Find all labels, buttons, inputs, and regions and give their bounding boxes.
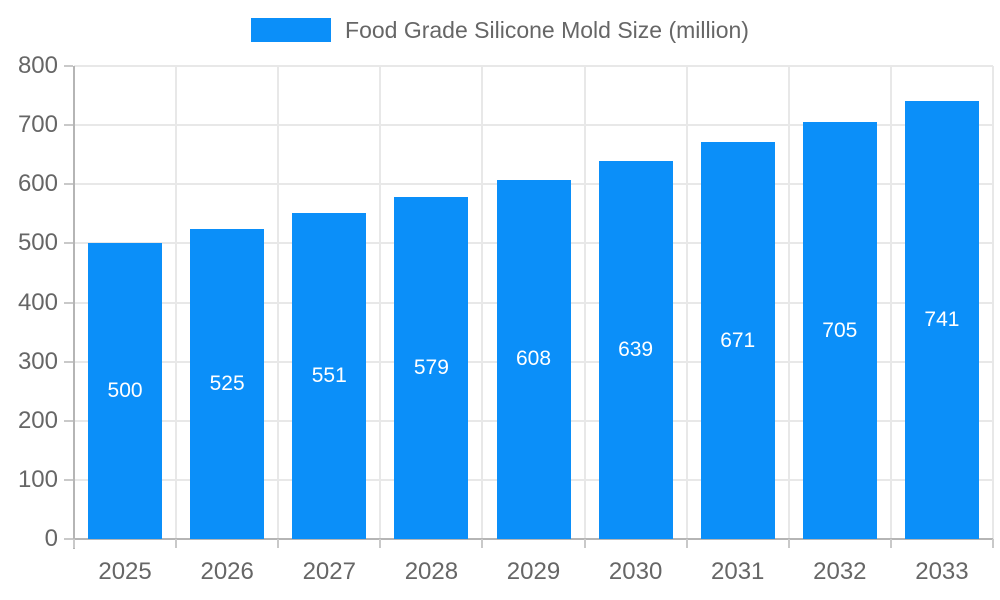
bar-2031 [700,142,775,539]
legend: Food Grade Silicone Mold Size (million) [0,14,1000,46]
bar-value-label: 705 [822,318,858,342]
bar-value-label: 608 [515,347,552,371]
gridline-vertical [685,66,688,539]
x-axis-tick [787,539,790,548]
y-axis-tick [64,65,73,67]
x-axis-tick [379,539,382,548]
y-tick-label: 600 [17,170,58,198]
x-axis-tick [175,539,178,548]
y-axis-tick [64,360,73,363]
bar-2027 [292,213,367,539]
gridline-vertical [277,66,280,539]
x-tick-label: 2031 [711,558,765,585]
x-tick-label: 2026 [200,558,254,585]
bar-2030 [598,161,673,539]
gridline-vertical [481,66,484,539]
bar-value-label: 639 [618,338,654,362]
y-axis-tick [64,301,73,304]
y-axis-tick [64,242,73,245]
bar-value-label: 741 [924,307,960,331]
bar-2026 [190,228,265,539]
x-axis-tick [583,539,586,548]
bar-value-label: 551 [311,364,347,388]
legend-label[interactable]: Food Grade Silicone Mold Size (million) [345,16,749,43]
x-axis-tick [73,539,75,548]
x-axis-line [74,538,993,540]
x-tick-label: 2028 [404,558,459,585]
y-axis-line [73,66,75,549]
y-axis-tick [64,538,73,540]
bar-value-label: 500 [107,379,143,403]
gridline-vertical [787,66,790,539]
y-axis-tick [64,183,73,186]
y-axis-tick [64,124,73,127]
y-tick-label: 700 [17,111,58,139]
y-axis-tick [64,419,73,422]
x-axis-tick [992,539,994,548]
y-tick-label: 500 [17,229,58,257]
y-tick-label: 200 [17,406,58,434]
y-tick-label: 100 [17,465,58,493]
legend-swatch[interactable] [251,18,332,42]
x-tick-label: 2027 [302,558,356,585]
x-axis-tick [889,539,892,548]
y-axis-tick [64,478,73,481]
x-axis-tick [481,539,484,548]
x-tick-label: 2033 [915,558,969,585]
y-tick-label: 0 [44,525,58,552]
gridline-vertical [992,66,994,539]
y-tick-label: 400 [17,288,58,316]
bar-value-label: 579 [413,355,449,379]
x-tick-label: 2032 [813,558,867,585]
bar-2028 [394,196,469,539]
gridline-horizontal [74,124,993,127]
x-tick-label: 2029 [506,558,561,585]
bar-value-label: 671 [720,328,756,352]
x-tick-label: 2030 [608,558,663,585]
gridline-horizontal [74,65,993,67]
gridline-vertical [175,66,178,539]
bar-2025 [88,243,163,539]
bar-2033 [904,100,979,539]
x-axis-tick [685,539,688,548]
y-tick-label: 300 [17,347,58,375]
gridline-vertical [889,66,892,539]
x-tick-label: 2025 [98,558,152,585]
x-axis-tick [277,539,280,548]
bar-value-label: 525 [209,371,245,395]
bar-2032 [802,122,877,539]
bar-2029 [496,179,571,539]
gridline-vertical [583,66,586,539]
y-tick-label: 800 [17,52,58,79]
gridline-vertical [379,66,382,539]
